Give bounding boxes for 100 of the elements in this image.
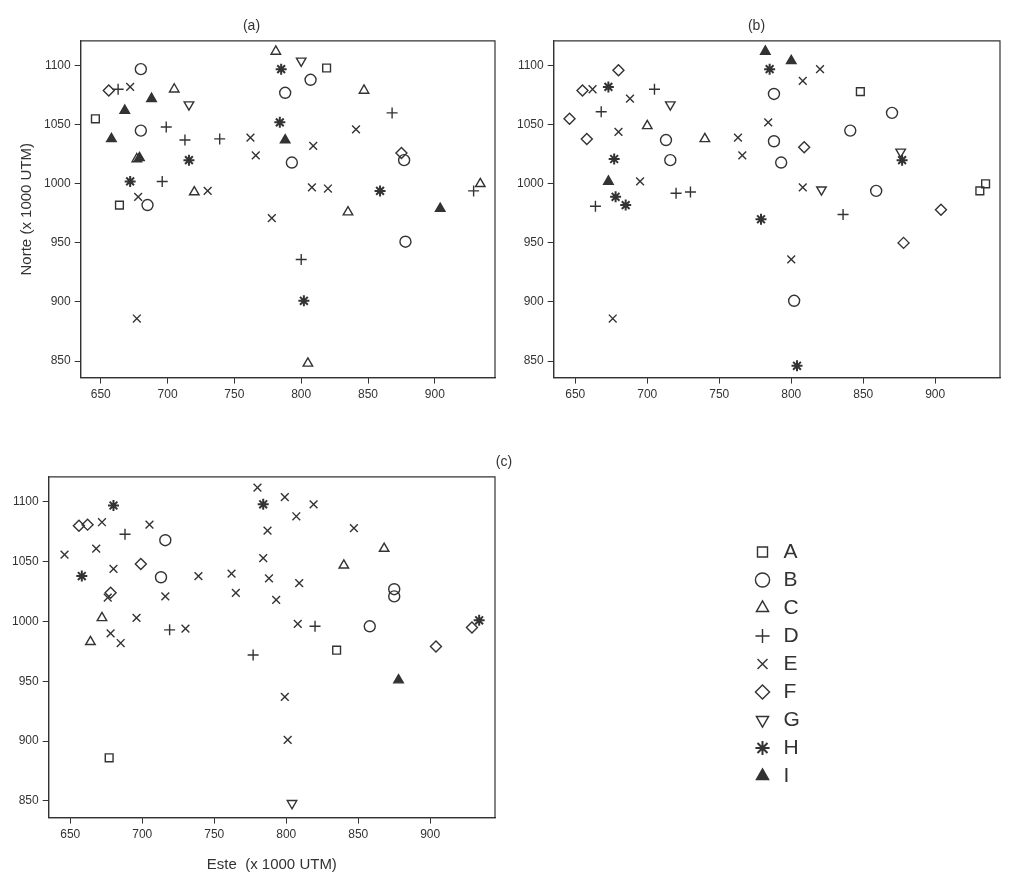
y-tick-label: 1050	[11, 554, 40, 569]
point	[625, 94, 635, 104]
point	[388, 590, 401, 603]
point	[393, 673, 404, 684]
point	[106, 628, 116, 639]
point	[763, 62, 777, 76]
point	[429, 640, 443, 653]
point	[160, 591, 170, 601]
point	[182, 153, 196, 167]
x-tick-label: 650	[565, 387, 586, 402]
point	[576, 84, 589, 97]
chart-title: (b)	[747, 17, 766, 34]
x-tick-label: 850	[358, 387, 379, 402]
legend-label: D	[783, 622, 799, 646]
point	[256, 497, 270, 511]
point	[754, 212, 768, 226]
point	[373, 184, 387, 198]
x-tick-label: 900	[925, 387, 946, 402]
point	[363, 620, 376, 633]
point	[798, 140, 811, 154]
point	[608, 313, 618, 324]
point	[270, 45, 282, 55]
point	[193, 571, 204, 581]
point	[258, 553, 268, 563]
point	[279, 133, 291, 144]
y-axis-title: Norte (x 1000 UTM)	[17, 142, 35, 276]
point	[114, 200, 125, 210]
x-tick-label: 700	[157, 387, 178, 402]
point	[472, 613, 486, 627]
x-tick-label: 900	[420, 827, 441, 842]
point	[267, 213, 277, 223]
point	[641, 119, 653, 130]
point	[116, 638, 126, 648]
y-tick-label: 900	[50, 294, 72, 309]
legend-label: I	[783, 762, 790, 786]
point	[294, 578, 304, 588]
point	[664, 153, 677, 167]
point	[180, 624, 191, 634]
point	[264, 573, 274, 584]
point	[786, 254, 796, 265]
point	[378, 542, 390, 552]
point	[104, 753, 114, 763]
point	[159, 533, 172, 547]
point	[106, 499, 120, 512]
point	[785, 54, 797, 65]
point	[134, 557, 148, 571]
point	[895, 153, 909, 167]
point	[203, 186, 213, 196]
point	[434, 202, 446, 213]
point	[183, 101, 195, 111]
point	[59, 549, 70, 560]
point	[934, 203, 948, 216]
point	[358, 84, 370, 94]
point	[81, 518, 94, 531]
y-tick-label: 850	[18, 793, 40, 808]
point	[308, 141, 318, 151]
point	[96, 611, 108, 622]
point	[280, 692, 290, 702]
y-tick-label: 950	[523, 235, 545, 250]
legend-label: E	[783, 650, 798, 674]
legend-label: G	[783, 706, 800, 730]
y-tick-label: 950	[18, 673, 40, 688]
y-tick-label: 850	[50, 353, 72, 368]
point	[609, 190, 623, 204]
point	[108, 564, 119, 574]
x-tick-label: 850	[853, 387, 874, 402]
point	[146, 92, 157, 103]
point	[302, 357, 314, 367]
point	[123, 174, 137, 188]
x-tick-label: 900	[424, 387, 446, 402]
point	[332, 645, 342, 655]
point	[304, 73, 317, 86]
point	[295, 57, 307, 68]
point	[119, 104, 131, 114]
point	[774, 156, 788, 169]
x-tick-label: 800	[291, 387, 312, 402]
point	[105, 132, 117, 143]
x-tick-label: 700	[132, 827, 153, 842]
y-tick-label: 1100	[517, 57, 545, 72]
point	[767, 87, 781, 101]
point	[351, 124, 361, 135]
point	[399, 235, 412, 248]
point	[798, 182, 808, 192]
point	[309, 499, 319, 509]
point	[844, 124, 857, 137]
point	[231, 588, 241, 598]
y-tick-label: 1050	[43, 117, 72, 132]
point	[815, 64, 825, 74]
point	[699, 132, 711, 143]
point	[975, 186, 985, 196]
point	[132, 313, 142, 324]
x-axis-title: Este (x 1000 UTM)	[206, 855, 337, 873]
y-tick-label: 1050	[516, 117, 545, 132]
point	[144, 520, 155, 530]
point	[474, 177, 486, 188]
point	[563, 112, 576, 125]
x-tick-label: 700	[637, 387, 658, 402]
point	[141, 198, 154, 212]
y-tick-label: 900	[18, 733, 40, 748]
point	[285, 156, 299, 169]
